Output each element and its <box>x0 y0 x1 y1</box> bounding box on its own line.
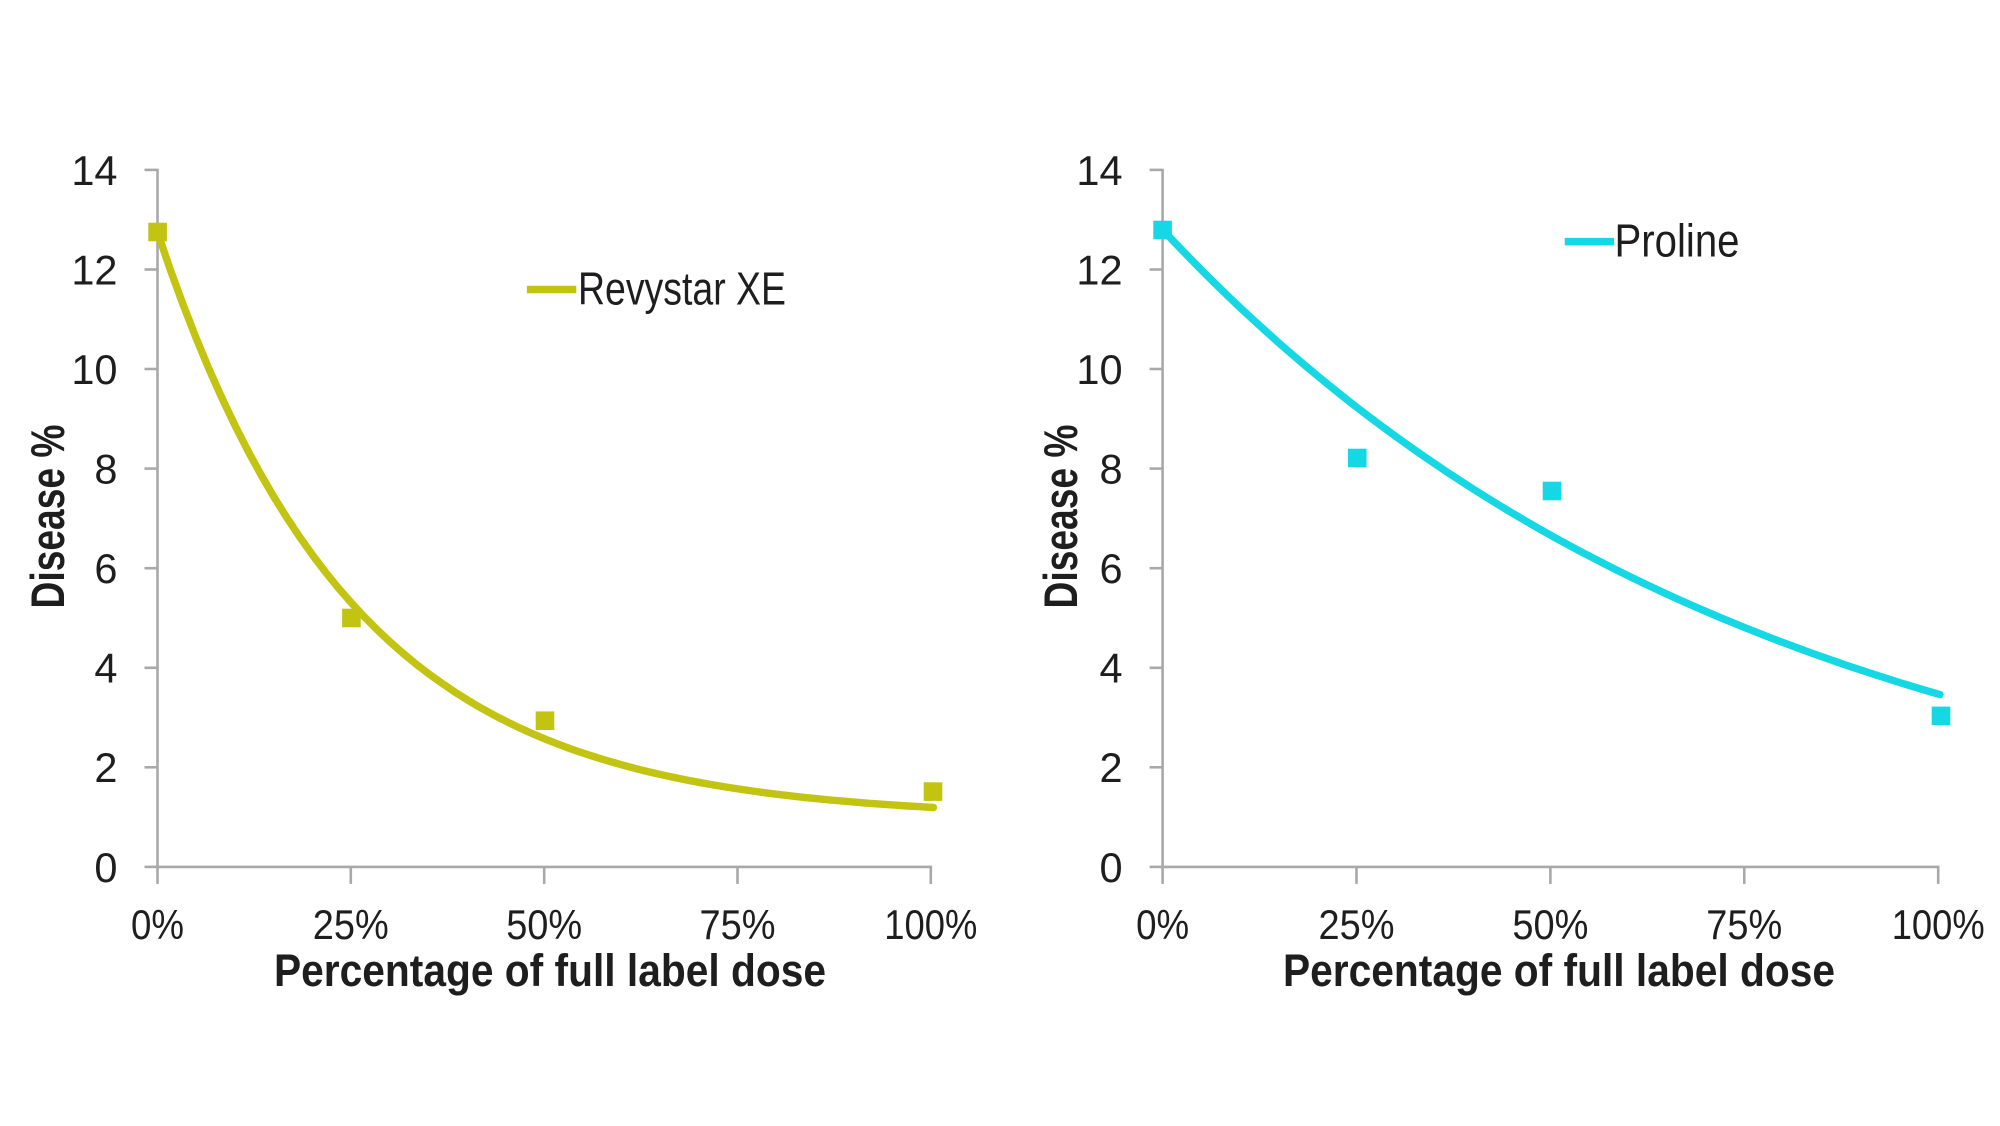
svg-text:2: 2 <box>94 744 117 791</box>
svg-text:12: 12 <box>71 246 117 293</box>
svg-text:14: 14 <box>1076 147 1122 194</box>
svg-text:50%: 50% <box>506 901 582 948</box>
svg-text:0%: 0% <box>131 901 184 948</box>
svg-text:Revystar XE: Revystar XE <box>578 263 786 315</box>
svg-text:Percentage of full label dose: Percentage of full label dose <box>274 945 826 996</box>
svg-text:6: 6 <box>1100 545 1123 592</box>
svg-text:Proline: Proline <box>1615 215 1740 267</box>
svg-text:8: 8 <box>1100 446 1123 493</box>
svg-text:8: 8 <box>94 446 117 493</box>
svg-text:0: 0 <box>1100 844 1123 891</box>
svg-text:10: 10 <box>1076 346 1122 393</box>
svg-text:75%: 75% <box>700 901 776 948</box>
svg-text:75%: 75% <box>1706 901 1782 948</box>
svg-text:Disease %: Disease % <box>21 425 74 609</box>
svg-text:25%: 25% <box>1319 901 1395 948</box>
svg-text:10: 10 <box>71 346 117 393</box>
svg-text:100%: 100% <box>1892 901 1985 948</box>
svg-text:6: 6 <box>94 545 117 592</box>
svg-text:2: 2 <box>1100 744 1123 791</box>
svg-text:0: 0 <box>94 844 117 891</box>
svg-text:Percentage of full label dose: Percentage of full label dose <box>1283 945 1835 996</box>
svg-text:4: 4 <box>1100 645 1123 692</box>
svg-text:50%: 50% <box>1512 901 1588 948</box>
svg-text:12: 12 <box>1076 246 1122 293</box>
svg-text:100%: 100% <box>884 901 977 948</box>
svg-text:0%: 0% <box>1136 901 1189 948</box>
svg-text:Disease %: Disease % <box>1034 425 1087 609</box>
svg-text:25%: 25% <box>313 901 389 948</box>
svg-text:14: 14 <box>71 147 117 194</box>
svg-text:4: 4 <box>94 645 117 692</box>
